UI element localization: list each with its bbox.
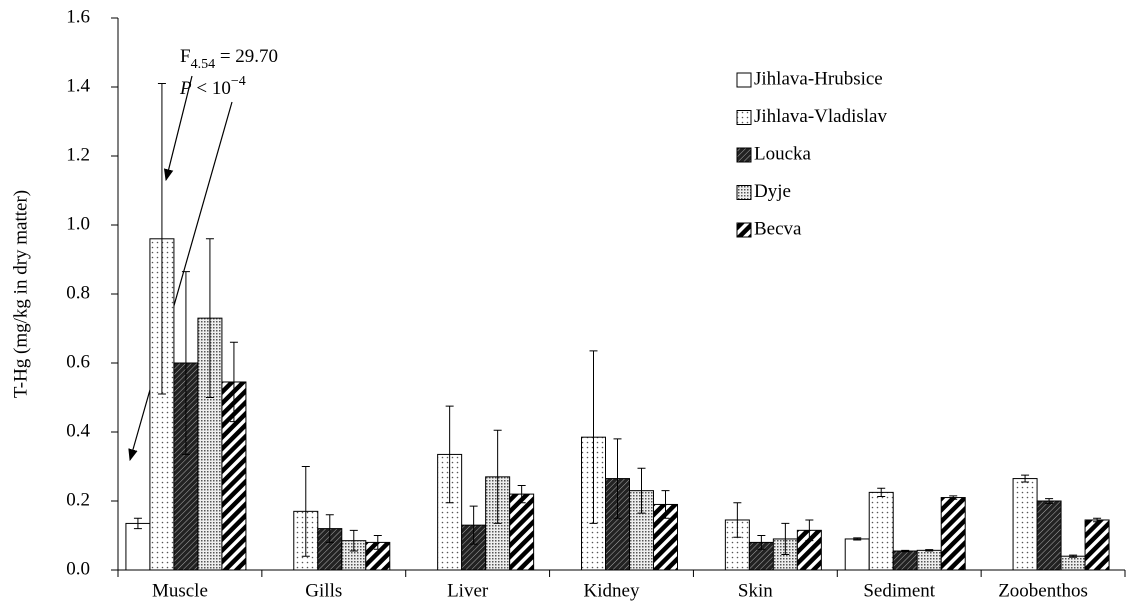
x-tick-label: Muscle: [152, 580, 208, 601]
bar: [916, 549, 942, 571]
f-sub: 4.54: [191, 57, 216, 72]
p: P: [179, 78, 192, 99]
error-bar: [349, 529, 358, 552]
legend-swatch: [736, 110, 752, 125]
arrow: [128, 101, 233, 462]
error-bar: [637, 467, 646, 514]
bar: [437, 453, 463, 571]
f: F: [180, 46, 191, 67]
legend-label: Loucka: [754, 143, 812, 164]
x-tick-label: Zoobenthos: [998, 580, 1088, 601]
y-tick-label: 0.2: [66, 489, 90, 510]
bar: [1036, 500, 1062, 571]
y-tick-label: 0.4: [66, 420, 90, 441]
bar: [892, 550, 918, 571]
error-bar: [493, 429, 502, 524]
bar: [1060, 555, 1086, 571]
error-bar: [1069, 554, 1078, 558]
y-tick-label: 0.8: [66, 282, 90, 303]
bar: [509, 493, 535, 571]
error-bar: [205, 238, 214, 398]
error-bar: [805, 519, 814, 542]
x-tick-label: Sediment: [863, 580, 935, 601]
error-bar: [157, 83, 166, 395]
error-bar: [469, 505, 478, 545]
x-tick-label: Gills: [305, 580, 342, 601]
y-axis-label: T-Hg (mg/kg in dry matter): [10, 190, 31, 398]
y-tick-label: 1.6: [66, 6, 90, 27]
annotation-p: P < 10−4: [179, 74, 246, 99]
p-rest: < 10: [192, 78, 231, 99]
legend-swatch: [736, 147, 752, 163]
annotation-f: F4.54 = 29.70: [180, 46, 278, 72]
annotation: F4.54 = 29.70 P < 10−4: [128, 46, 278, 462]
legend-label: Jihlava-Vladislav: [754, 106, 887, 127]
error-bar: [181, 271, 190, 455]
error-bar: [877, 487, 886, 498]
bar: [365, 541, 391, 571]
bar: [461, 524, 487, 571]
error-bar: [613, 438, 622, 519]
error-bar: [301, 466, 310, 557]
y-tick-label: 1.2: [66, 144, 90, 165]
legend-swatch: [736, 185, 752, 200]
bar: [125, 522, 151, 571]
error-bar: [853, 537, 862, 541]
bar: [317, 528, 343, 571]
y-tick-label: 1.0: [66, 213, 90, 234]
f-rest: = 29.70: [215, 46, 278, 67]
bar: [1012, 478, 1038, 571]
error-bar: [757, 535, 766, 550]
y-tick-label: 0.0: [66, 558, 90, 579]
bar: [844, 538, 870, 571]
x-tick-label: Liver: [447, 580, 489, 601]
bar: [1084, 519, 1110, 571]
legend-swatch: [736, 72, 752, 88]
legend-label: Jihlava-Hrubsice: [754, 68, 883, 89]
error-bar: [517, 484, 526, 504]
error-bar: [1045, 498, 1054, 504]
y-tick-label: 0.6: [66, 351, 90, 372]
error-bar: [229, 341, 238, 423]
legend: Jihlava-Hrubsice Jihlava-Vladislav Loucka D…: [736, 68, 887, 239]
error-bar: [589, 350, 598, 524]
legend-swatch: [736, 222, 752, 238]
error-bar: [901, 549, 910, 553]
legend-label: Becva: [754, 218, 802, 239]
x-tick-label: Skin: [738, 580, 773, 601]
bar: [940, 497, 966, 571]
arrow: [163, 75, 193, 182]
error-bar: [1021, 474, 1030, 483]
error-bar: [445, 405, 454, 504]
bar: [868, 491, 894, 571]
error-bar: [925, 549, 934, 552]
error-bar: [133, 517, 142, 530]
error-bar: [373, 535, 382, 550]
error-bar: [661, 490, 670, 519]
legend-label: Dyje: [754, 181, 791, 202]
error-bar: [949, 495, 958, 500]
error-bar: [733, 502, 742, 538]
p-sup: −4: [231, 74, 246, 89]
y-tick-label: 1.4: [66, 75, 90, 96]
error-bar: [1093, 517, 1102, 523]
x-tick-label: Kidney: [584, 580, 640, 601]
error-bar: [325, 514, 334, 543]
error-bar: [781, 522, 790, 555]
